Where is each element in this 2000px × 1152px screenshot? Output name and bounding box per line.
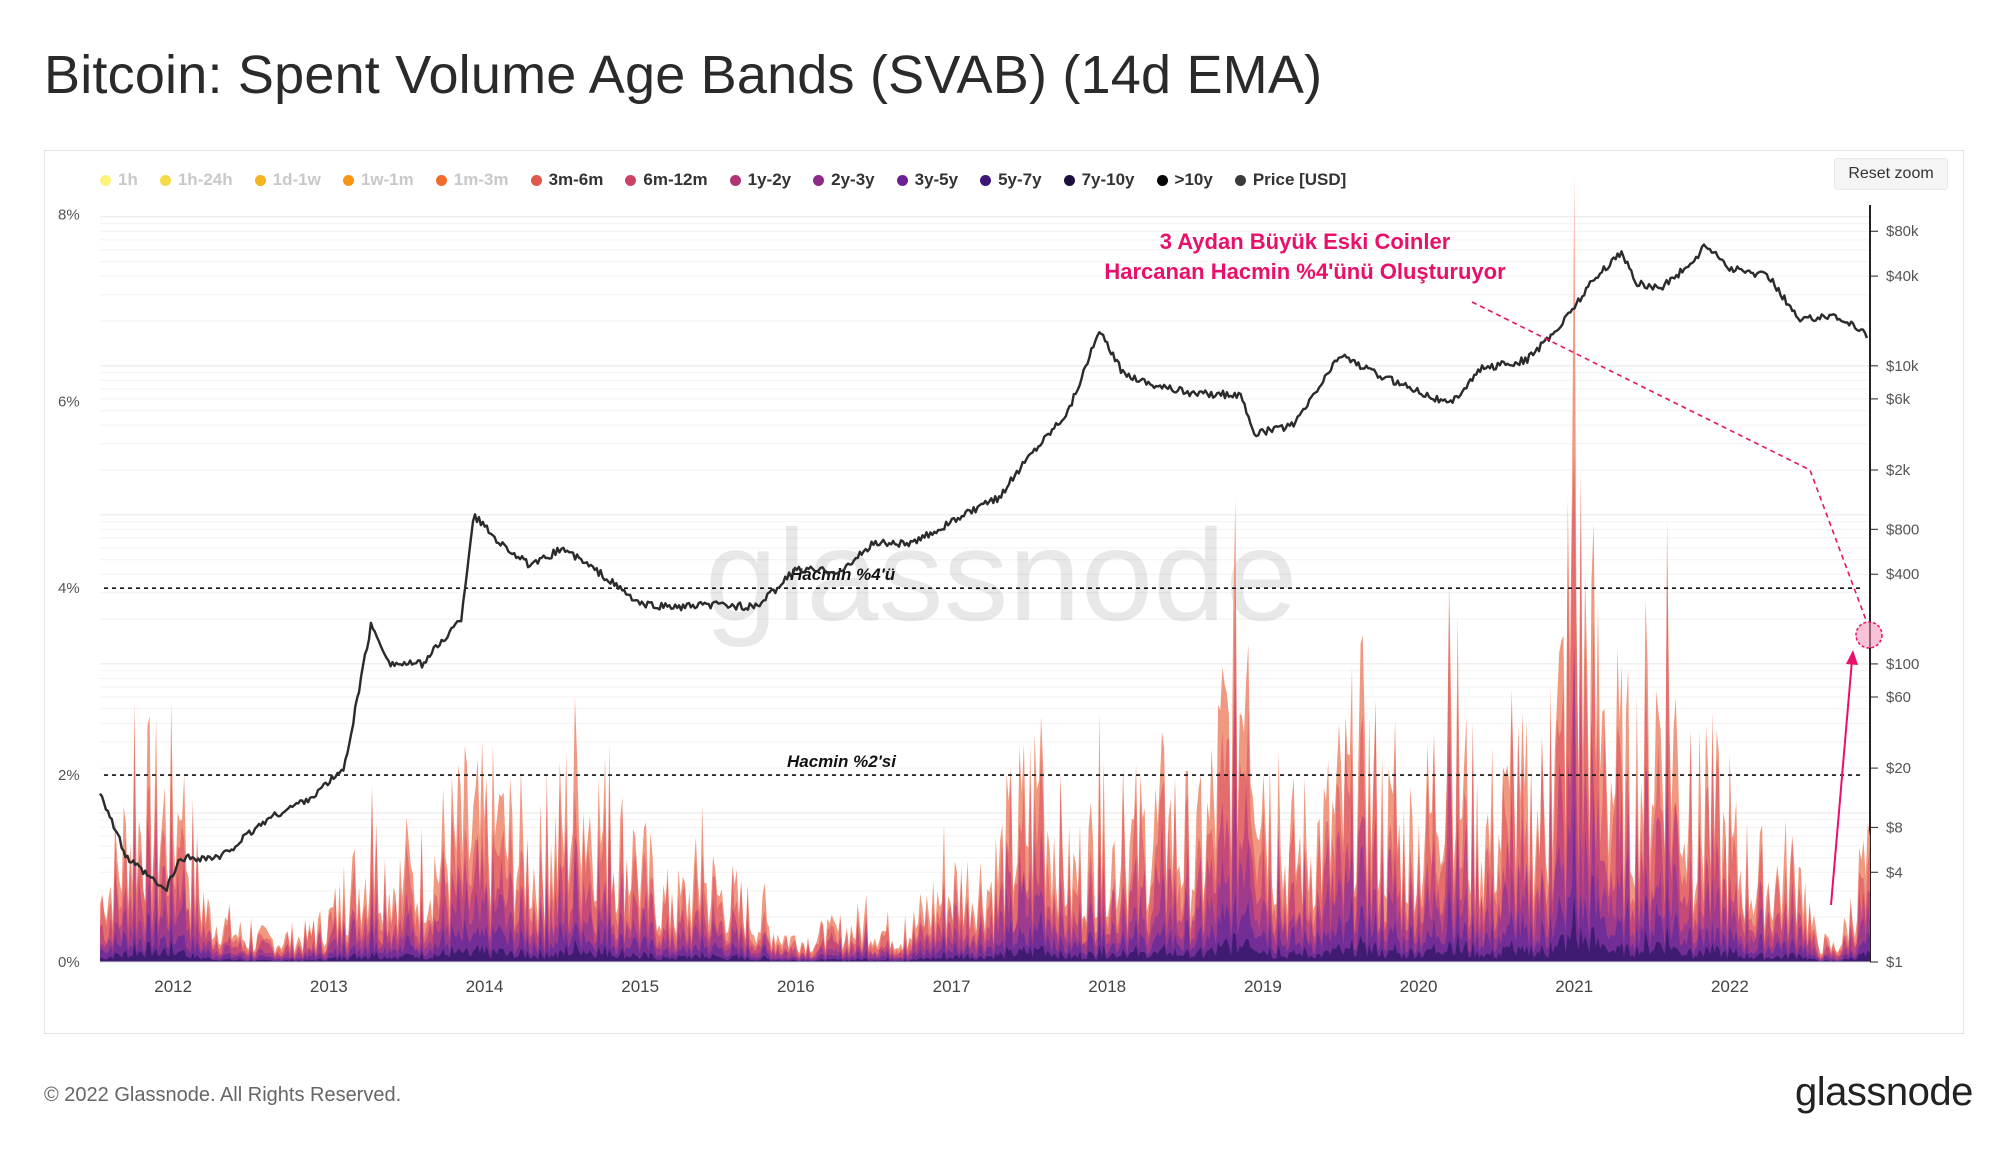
legend-dot-icon xyxy=(1063,174,1075,186)
x-tick-label: 2015 xyxy=(621,977,659,996)
legend-dot-icon xyxy=(159,174,171,186)
legend-item[interactable]: 5y-7y xyxy=(980,170,1042,190)
legend-dot-icon xyxy=(1234,174,1246,186)
legend-dot-icon xyxy=(100,174,111,186)
legend-label: 1m-3m xyxy=(453,170,509,189)
y-left-tick-label: 0% xyxy=(58,954,80,971)
legend-dot-icon xyxy=(625,174,637,186)
y-right-tick-label: $8 xyxy=(1886,819,1903,836)
legend-item[interactable]: 3y-5y xyxy=(896,170,959,190)
annotation-line-2: Harcanan Hacmin %4'ünü Oluşturuyor xyxy=(1104,259,1506,284)
y-right-tick-label: $60 xyxy=(1886,689,1911,706)
annotation-arrowhead-icon xyxy=(1846,650,1858,665)
legend-dot-icon xyxy=(435,174,447,186)
svab-area-layer xyxy=(100,638,1870,962)
legend-item[interactable]: 2y-3y xyxy=(813,170,875,190)
y-right-tick-label: $1 xyxy=(1886,954,1903,971)
legend-label: 2y-3y xyxy=(831,170,875,189)
copyright-footer: © 2022 Glassnode. All Rights Reserved. xyxy=(44,1084,402,1106)
legend-label: 7y-10y xyxy=(1081,170,1135,189)
x-tick-label: 2018 xyxy=(1088,977,1126,996)
reference-line-label: Hacmin %4'ü xyxy=(790,565,896,584)
legend-item[interactable]: 1d-1w xyxy=(254,170,321,190)
annotation-pointer-line xyxy=(1471,301,1867,621)
svab-area-layer xyxy=(100,175,1870,962)
x-tick-label: 2019 xyxy=(1244,977,1282,996)
y-left-tick-label: 2% xyxy=(58,767,80,784)
legend-dot-icon xyxy=(896,174,908,186)
svab-area-layer xyxy=(100,656,1870,962)
legend-label: 6m-12m xyxy=(643,170,708,189)
x-tick-label: 2016 xyxy=(777,977,815,996)
legend-label: 3y-5y xyxy=(914,170,959,189)
page-title: Bitcoin: Spent Volume Age Bands (SVAB) (… xyxy=(44,45,1323,105)
x-tick-label: 2020 xyxy=(1400,977,1438,996)
annotation-line-1: 3 Aydan Büyük Eski Coinler xyxy=(1160,229,1451,254)
reset-zoom-button[interactable]: Reset zoom xyxy=(1834,158,1948,190)
legend-label: 1h xyxy=(118,170,138,189)
y-right-tick-label: $20 xyxy=(1886,760,1911,777)
legend-item[interactable]: Price [USD] xyxy=(1234,170,1347,190)
legend-item[interactable]: 3m-6m xyxy=(530,170,604,190)
legend-item[interactable]: 1y-2y xyxy=(729,170,792,190)
x-tick-label: 2022 xyxy=(1711,977,1749,996)
y-left-tick-label: 4% xyxy=(58,580,80,597)
legend-item[interactable]: 7y-10y xyxy=(1063,170,1135,190)
annotation-arrow xyxy=(1830,659,1853,906)
highlight-circle xyxy=(1855,621,1883,649)
y-right-tick-label: $80k xyxy=(1886,223,1919,240)
x-tick-label: 2013 xyxy=(310,977,348,996)
svab-area-layer xyxy=(100,452,1870,962)
x-tick-label: 2021 xyxy=(1555,977,1593,996)
x-tick-label: 2014 xyxy=(466,977,504,996)
legend-dot-icon xyxy=(254,174,266,186)
legend-item[interactable]: 1h-24h xyxy=(159,170,233,190)
y-right-tick-label: $4 xyxy=(1886,864,1903,881)
legend-dot-icon xyxy=(729,174,741,186)
legend-dot-icon xyxy=(980,174,992,186)
legend-item[interactable]: 1m-3m xyxy=(435,170,509,190)
x-tick-label: 2017 xyxy=(933,977,971,996)
y-right-tick-label: $2k xyxy=(1886,462,1911,479)
y-right-tick-label: $40k xyxy=(1886,268,1919,285)
reference-line-label: Hacmin %2'si xyxy=(787,752,897,771)
legend-dot-icon xyxy=(813,174,825,186)
legend-dot-icon xyxy=(342,174,354,186)
legend-label: 1d-1w xyxy=(272,170,321,189)
legend-label: Price [USD] xyxy=(1252,170,1347,189)
legend-item[interactable]: 1w-1m xyxy=(342,170,414,190)
legend-label: 1h-24h xyxy=(177,170,233,189)
brand-logo: glassnode xyxy=(1795,1070,1973,1114)
legend-dot-icon xyxy=(1156,174,1168,186)
legend-item[interactable]: 1h xyxy=(100,170,138,190)
legend-label: 3m-6m xyxy=(548,170,604,189)
y-right-tick-label: $6k xyxy=(1886,391,1911,408)
legend-item[interactable]: >10y xyxy=(1156,170,1213,190)
legend-label: >10y xyxy=(1174,170,1213,189)
legend-dot-icon xyxy=(530,174,542,186)
x-tick-label: 2012 xyxy=(154,977,192,996)
price-line xyxy=(99,243,1869,892)
y-right-tick-label: $10k xyxy=(1886,358,1919,375)
legend-label: 1w-1m xyxy=(360,170,414,189)
legend-label: 5y-7y xyxy=(998,170,1042,189)
y-left-tick-label: 8% xyxy=(58,206,80,223)
legend-label: 1y-2y xyxy=(747,170,792,189)
y-right-tick-label: $100 xyxy=(1886,656,1919,673)
y-right-tick-label: $400 xyxy=(1886,566,1919,583)
y-right-tick-label: $800 xyxy=(1886,521,1919,538)
watermark-text: glassnode xyxy=(705,502,1298,648)
legend-item[interactable]: 6m-12m xyxy=(625,170,708,190)
legend: 1h 1h-24h 1d-1w 1w-1m 1m-3m 3m-6m 6m-12m 1y-2y 2… xyxy=(100,168,1346,192)
y-left-tick-label: 6% xyxy=(58,393,80,410)
